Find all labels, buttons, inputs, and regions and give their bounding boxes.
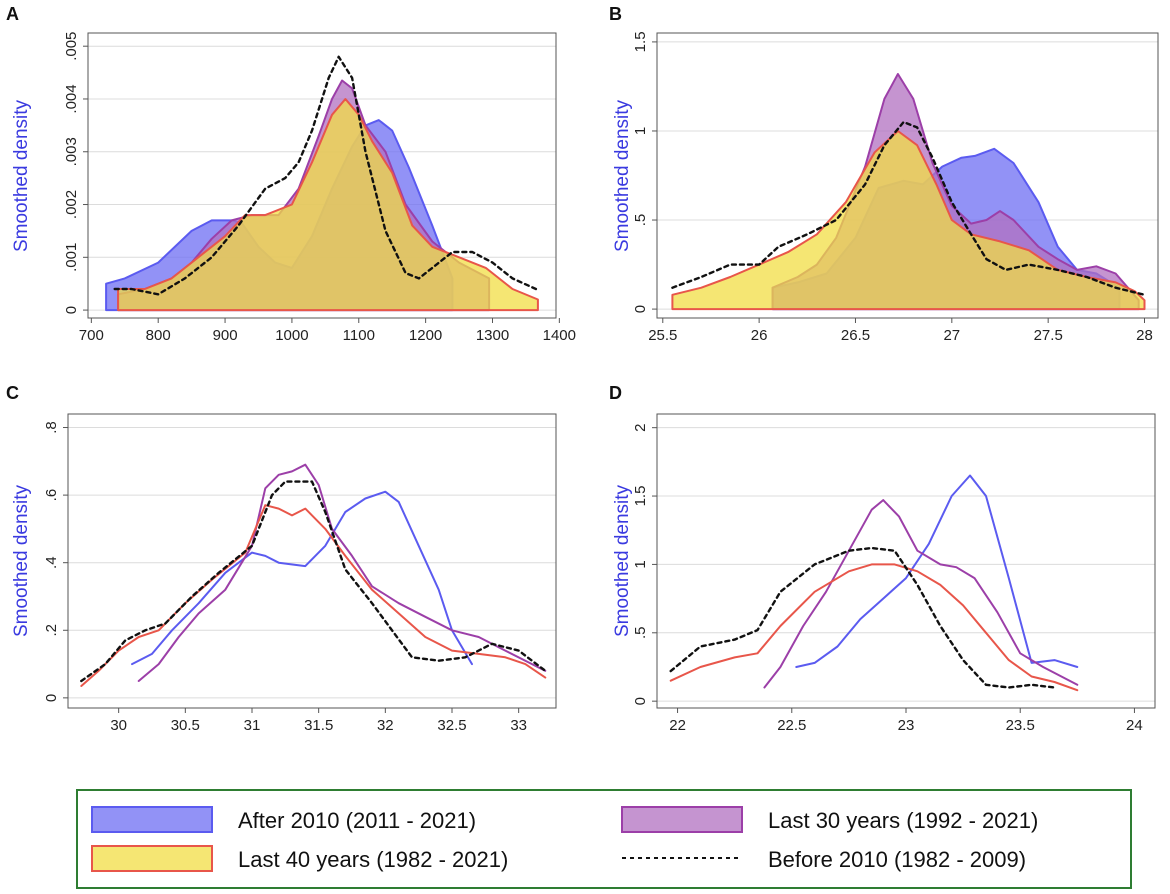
legend-label-before2010: Before 2010 (1982 - 2009) — [768, 847, 1026, 872]
panel-b-xtick-label: 26 — [751, 327, 768, 344]
panel-d-xtick-label: 23 — [898, 717, 915, 734]
panel-d-xtick-label: 24 — [1126, 717, 1143, 734]
panel-b-xtick-label: 26.5 — [841, 327, 870, 344]
panel-d-line-after2010 — [795, 474, 1079, 668]
panel-d-xtick-label: 22 — [669, 717, 686, 734]
panel-a-xtick-label: 1400 — [543, 327, 576, 344]
panel-d-ytick-label: 0 — [632, 697, 649, 705]
legend-label-after2010: After 2010 (2011 - 2021) — [238, 808, 476, 833]
panel-d-ytick-label: .5 — [632, 627, 649, 640]
panel-b-ylabel: Smoothed density — [612, 99, 633, 252]
panel-c-ytick-label: .2 — [43, 624, 60, 637]
panel-b: B Smoothed density 0 .5 1 1.5 25.5 26 26.5 27 27… — [609, 4, 1159, 344]
panel-b-line-before2010 — [671, 120, 1146, 296]
panel-a-xtick-label: 900 — [213, 327, 238, 344]
panel-c-xtick-label: 32 — [377, 717, 394, 734]
panel-d-xtick-label: 22.5 — [777, 717, 806, 734]
panel-c-xtick-label: 33 — [510, 717, 527, 734]
panel-d-line-last30 — [763, 499, 1079, 689]
panel-c-line-before2010 — [80, 480, 547, 683]
panel-a-xtick-label: 800 — [146, 327, 171, 344]
panel-a-xtick-label: 700 — [79, 327, 104, 344]
panel-a-area-last40 — [117, 98, 539, 312]
panel-c-line-last30 — [137, 463, 547, 682]
panel-b-xtick-label: 27.5 — [1034, 327, 1063, 344]
legend-label-last30: Last 30 years (1992 - 2021) — [768, 808, 1038, 833]
legend-swatch-last40 — [91, 845, 213, 872]
panel-b-ytick-label: .5 — [632, 214, 649, 227]
panel-b-xtick-label: 27 — [943, 327, 960, 344]
panel-b-xtick-label: 28 — [1136, 327, 1153, 344]
panel-c-line-last40 — [80, 504, 547, 687]
panel-c-xtick-label: 32.5 — [437, 717, 466, 734]
panel-d-ytick-label: 2 — [632, 424, 649, 432]
panel-d-ytick-label: 1.5 — [632, 486, 649, 507]
panel-a-ytick-label: .002 — [63, 190, 80, 219]
panel-c-ytick-label: 0 — [43, 694, 60, 702]
legend-swatch-after2010 — [91, 806, 213, 833]
panel-c-ytick-label: .8 — [43, 421, 60, 434]
panel-b-letter: B — [609, 4, 622, 24]
panel-a-ytick-label: .003 — [63, 137, 80, 166]
panel-a-ylabel: Smoothed density — [11, 99, 32, 252]
panel-c-ytick-label: .6 — [43, 489, 60, 502]
panel-c-ytick-label: .4 — [43, 556, 60, 569]
panel-d-line-before2010 — [669, 546, 1056, 689]
panel-c-frame — [67, 413, 557, 709]
panel-a-xtick-label: 1200 — [409, 327, 442, 344]
panel-c-xtick-label: 31 — [244, 717, 261, 734]
panel-c-line-after2010 — [131, 490, 473, 666]
panel-d-frame — [656, 413, 1156, 709]
panel-b-ytick-label: 0 — [632, 305, 649, 313]
panel-a-ytick-label: 0 — [63, 306, 80, 314]
panel-a-letter: A — [6, 4, 19, 24]
panel-d-ytick-label: 1 — [632, 560, 649, 568]
panel-d-xtick-label: 23.5 — [1006, 717, 1035, 734]
panel-b-ytick-label: 1 — [632, 127, 649, 135]
panel-b-xtick-label: 25.5 — [648, 327, 677, 344]
panel-a-line-before2010 — [113, 55, 538, 296]
panel-c: C Smoothed density 0 .2 .4 .6 .8 30 30.5 31 31.5… — [6, 383, 557, 734]
panel-a-xtick-label: 1100 — [343, 327, 375, 344]
panel-c-xtick-label: 30.5 — [171, 717, 200, 734]
legend-swatch-last30 — [621, 806, 743, 833]
legend-frame — [76, 789, 1132, 889]
panel-d-line-last40 — [669, 563, 1079, 692]
panel-d-ylabel: Smoothed density — [612, 484, 633, 637]
panel-a-ytick-label: .001 — [63, 243, 80, 272]
panel-a-ytick-label: .005 — [63, 32, 80, 61]
legend-label-last40: Last 40 years (1982 - 2021) — [238, 847, 508, 872]
panel-a-xtick-label: 1000 — [275, 327, 308, 344]
panel-a-ytick-label: .004 — [63, 84, 80, 113]
panel-c-letter: C — [6, 383, 19, 403]
panel-c-ylabel: Smoothed density — [11, 484, 32, 637]
legend: After 2010 (2011 - 2021) Last 30 years (… — [76, 789, 1132, 889]
panel-d-letter: D — [609, 383, 622, 403]
panel-a-frame — [87, 32, 557, 319]
panel-a: A Smoothed density 0 .001 .002 .003 .004 .005… — [6, 4, 576, 344]
panel-b-ytick-label: 1.5 — [632, 31, 649, 52]
panel-a-xtick-label: 1300 — [476, 327, 509, 344]
panel-c-xtick-label: 30 — [110, 717, 127, 734]
panel-b-frame — [656, 32, 1159, 319]
panel-c-xtick-label: 31.5 — [304, 717, 333, 734]
